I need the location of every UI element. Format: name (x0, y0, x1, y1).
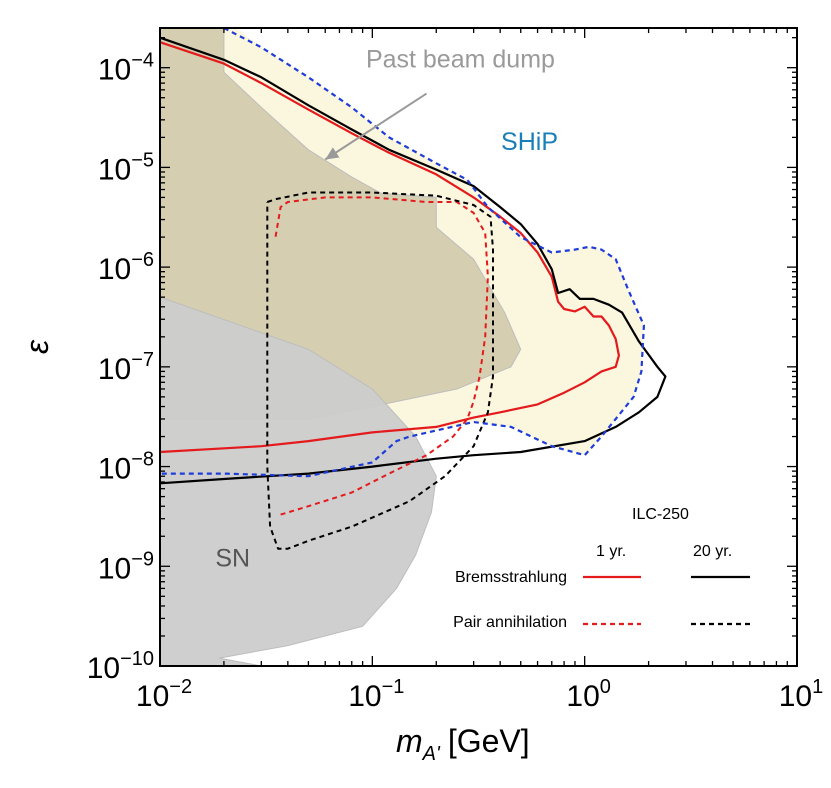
region-sn (160, 296, 437, 666)
y-tick-label: 10−8 (98, 449, 154, 486)
series-pair-annihilation-1-yr (274, 196, 489, 516)
x-axis-label-main: m (396, 723, 423, 759)
legend-title: ILC-250 (632, 506, 689, 523)
annotation-arrow-head (325, 147, 340, 160)
shaded-regions (160, 28, 644, 666)
legend-row-pair-annihilation: Pair annihilation (453, 614, 567, 631)
x-tick-label: 10−1 (348, 676, 404, 713)
data-series (160, 28, 667, 550)
series-bremsstrahlung-1-yr (160, 41, 620, 454)
y-tick-label: 10−4 (98, 50, 154, 87)
series-bremsstrahlung-20-yr (160, 36, 667, 485)
plot-frame (159, 27, 798, 667)
annotations: Past beam dump SHiP SN (215, 46, 558, 573)
y-tick-label: 10−7 (98, 349, 154, 386)
x-axis-label: mA' [GeV] (396, 723, 530, 765)
annotation-ship: SHiP (501, 128, 558, 156)
x-tick-label: 101 (779, 676, 824, 713)
legend-col-20yr: 20 yr. (693, 543, 732, 560)
y-tick-label: 10−10 (87, 648, 154, 685)
axis-ticks (159, 28, 798, 667)
annotation-arrow-line (324, 92, 428, 161)
annotation-past-beam-dump: Past beam dump (366, 46, 555, 74)
series-ship (160, 28, 645, 478)
annotation-sn: SN (215, 544, 250, 572)
x-axis-label-sub: A' (422, 743, 441, 765)
y-tick-label: 10−5 (98, 149, 154, 186)
x-tick-label: 100 (566, 676, 611, 713)
legend: ILC-250 1 yr. 20 yr. Bremsstrahlung Pair… (453, 506, 750, 631)
tick-labels: 10−2 10−1 100 101 10−10 10−9 10−8 10−7 10−6 10−5 1… (87, 50, 824, 713)
y-tick-label: 10−9 (98, 548, 154, 585)
legend-row-bremsstrahlung: Bremsstrahlung (455, 569, 567, 586)
x-tick-label: 10−2 (136, 676, 192, 713)
y-tick-label: 10−6 (98, 249, 154, 286)
x-axis-label-unit: [GeV] (448, 723, 530, 759)
legend-col-1yr: 1 yr. (596, 543, 626, 560)
series-pair-annihilation-20-yr (266, 191, 494, 550)
y-axis-label: ε (19, 339, 55, 354)
